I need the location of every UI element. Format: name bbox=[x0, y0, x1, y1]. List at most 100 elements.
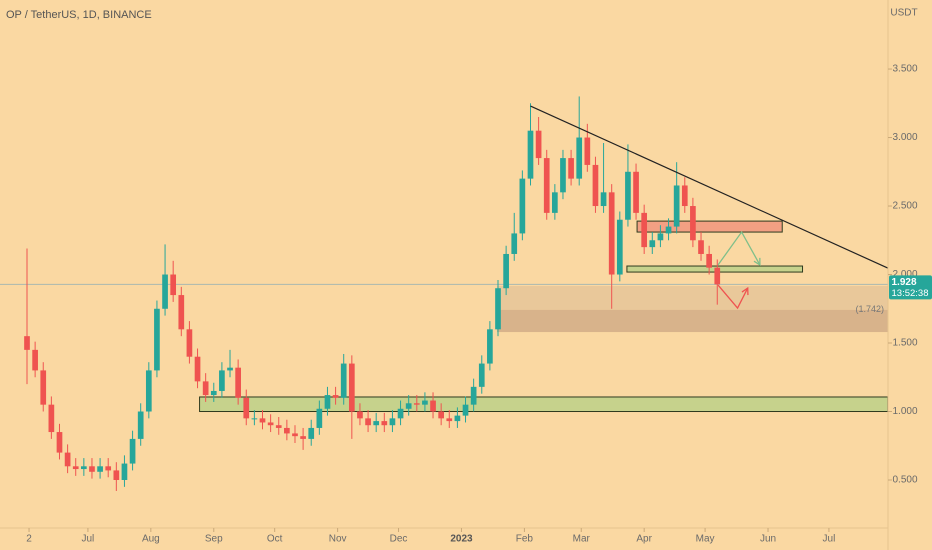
x-tick-label: Mar bbox=[573, 534, 591, 545]
candle-body bbox=[690, 206, 696, 241]
candle-body bbox=[576, 137, 583, 179]
candle-body bbox=[275, 425, 282, 428]
y-tick-label: 3.500 bbox=[892, 64, 917, 75]
candle-body bbox=[430, 400, 436, 412]
candle-body bbox=[389, 418, 396, 426]
candle-body bbox=[568, 158, 574, 179]
trendline bbox=[530, 105, 889, 269]
candle-body bbox=[625, 171, 631, 220]
candle-body bbox=[24, 336, 30, 350]
candle-body bbox=[608, 192, 615, 275]
candle-body bbox=[535, 130, 542, 159]
x-tick-label: May bbox=[696, 534, 715, 545]
candle-body bbox=[357, 411, 363, 419]
candle-body bbox=[202, 381, 209, 396]
candle-body bbox=[259, 418, 266, 423]
candle-body bbox=[348, 363, 355, 412]
candle-body bbox=[40, 370, 47, 405]
candle-body bbox=[552, 192, 558, 213]
candle-body bbox=[178, 295, 185, 330]
candle-body bbox=[284, 427, 290, 434]
candle-body bbox=[300, 436, 306, 439]
candle-body bbox=[365, 418, 371, 426]
projection-path bbox=[717, 284, 749, 310]
candle-body bbox=[543, 158, 550, 213]
candle-body bbox=[698, 240, 704, 254]
y-tick-label: 2.000 bbox=[892, 269, 917, 280]
projection-path bbox=[717, 230, 761, 266]
candle-body bbox=[121, 463, 128, 480]
projection-arrowhead bbox=[741, 286, 749, 296]
candle-body bbox=[527, 130, 534, 179]
last-price-label: 1.928 bbox=[891, 277, 916, 288]
candle-body bbox=[243, 397, 250, 419]
candle-body bbox=[162, 274, 168, 309]
candle-body bbox=[519, 178, 526, 234]
candle-body bbox=[72, 466, 79, 470]
x-tick-label: Sep bbox=[205, 534, 223, 545]
x-tick-label: Feb bbox=[516, 534, 534, 545]
candle-body bbox=[478, 363, 485, 387]
candle-body bbox=[332, 395, 339, 398]
candle-body bbox=[210, 390, 217, 396]
candle-body bbox=[186, 329, 193, 357]
candle-body bbox=[503, 253, 509, 289]
x-tick-label: Dec bbox=[390, 534, 408, 545]
zone bbox=[636, 220, 783, 233]
candle-body bbox=[673, 185, 680, 227]
candle-body bbox=[511, 233, 518, 254]
candle-body bbox=[405, 403, 412, 409]
zone-label: (1.742) bbox=[855, 304, 884, 314]
x-tick-label: Jun bbox=[760, 534, 776, 545]
candle-body bbox=[235, 367, 241, 398]
candle-body bbox=[714, 267, 721, 285]
candle-body bbox=[105, 466, 112, 471]
candle-body bbox=[267, 422, 274, 426]
zone bbox=[496, 309, 888, 333]
x-tick-label: Nov bbox=[329, 534, 347, 545]
x-tick-label: Aug bbox=[142, 534, 160, 545]
price-label-box bbox=[889, 275, 932, 300]
candle-body bbox=[454, 415, 461, 422]
chart-title: OP / TetherUS, 1D, BINANCE bbox=[6, 9, 152, 21]
candle-body bbox=[56, 432, 63, 453]
candle-body bbox=[316, 408, 323, 428]
candle-body bbox=[89, 466, 95, 472]
y-unit: USDT bbox=[890, 8, 917, 19]
x-tick-label: 2023 bbox=[450, 534, 473, 545]
candle-body bbox=[113, 470, 120, 480]
candle-body bbox=[219, 370, 225, 391]
zone bbox=[199, 396, 889, 413]
candle-body bbox=[438, 411, 444, 419]
candle-body bbox=[97, 466, 103, 472]
candle-body bbox=[227, 367, 233, 371]
candle-body bbox=[706, 253, 712, 268]
candle-body bbox=[292, 433, 298, 437]
zone bbox=[496, 286, 888, 310]
candle-body bbox=[560, 158, 566, 193]
x-tick-label: 2 bbox=[26, 534, 32, 545]
x-tick-label: Jul bbox=[823, 534, 836, 545]
candle-body bbox=[145, 370, 152, 412]
candle-body bbox=[48, 404, 55, 433]
countdown: 13:52:38 bbox=[892, 288, 929, 299]
candle-body bbox=[633, 171, 639, 213]
candle-body bbox=[324, 395, 331, 409]
y-tick-label: 0.500 bbox=[892, 475, 917, 486]
projection-arrowhead bbox=[753, 257, 761, 267]
candle-body bbox=[495, 288, 501, 330]
candle-body bbox=[657, 233, 664, 241]
candle-body bbox=[397, 408, 404, 419]
x-tick-label: Jul bbox=[82, 534, 95, 545]
candle-body bbox=[170, 274, 177, 296]
candle-body bbox=[641, 212, 648, 248]
candle-body bbox=[81, 466, 87, 470]
y-tick-label: 2.500 bbox=[892, 201, 917, 212]
candle-body bbox=[373, 421, 380, 426]
candle-body bbox=[584, 137, 591, 165]
candle-body bbox=[251, 418, 258, 420]
candle-body bbox=[592, 164, 599, 207]
candle-body bbox=[129, 438, 136, 464]
candle-body bbox=[470, 386, 477, 405]
